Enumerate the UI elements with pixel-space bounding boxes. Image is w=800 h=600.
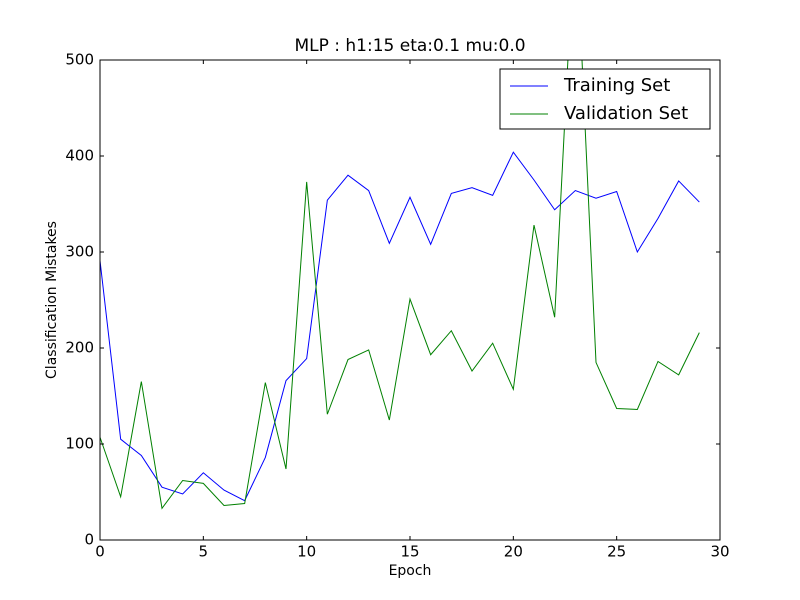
x-tick-label: 5 <box>199 543 209 561</box>
y-tick-label: 100 <box>65 435 94 453</box>
legend-box <box>499 68 711 130</box>
x-tick-label: 10 <box>297 543 316 561</box>
y-axis-label: Classification Mistakes <box>44 221 60 379</box>
legend-label: Validation Set <box>564 103 688 124</box>
x-tick-label: 15 <box>400 543 419 561</box>
x-tick-label: 0 <box>95 543 105 561</box>
x-tick-label: 20 <box>504 543 523 561</box>
y-tick-label: 400 <box>65 147 94 165</box>
line-series <box>100 60 700 510</box>
y-tick-label: 300 <box>65 243 94 261</box>
y-tick-label: 200 <box>65 339 94 357</box>
chart-title: MLP : h1:15 eta:0.1 mu:0.0 <box>294 36 525 56</box>
legend-label: Training Set <box>563 75 670 96</box>
y-tick-label: 500 <box>65 51 94 69</box>
x-tick-label: 25 <box>607 543 626 561</box>
y-tick-label: 0 <box>84 531 94 549</box>
line-series <box>100 151 700 502</box>
plot-area <box>100 60 700 510</box>
x-tick-label: 30 <box>710 543 729 561</box>
x-axis-label: Epoch <box>389 563 432 579</box>
